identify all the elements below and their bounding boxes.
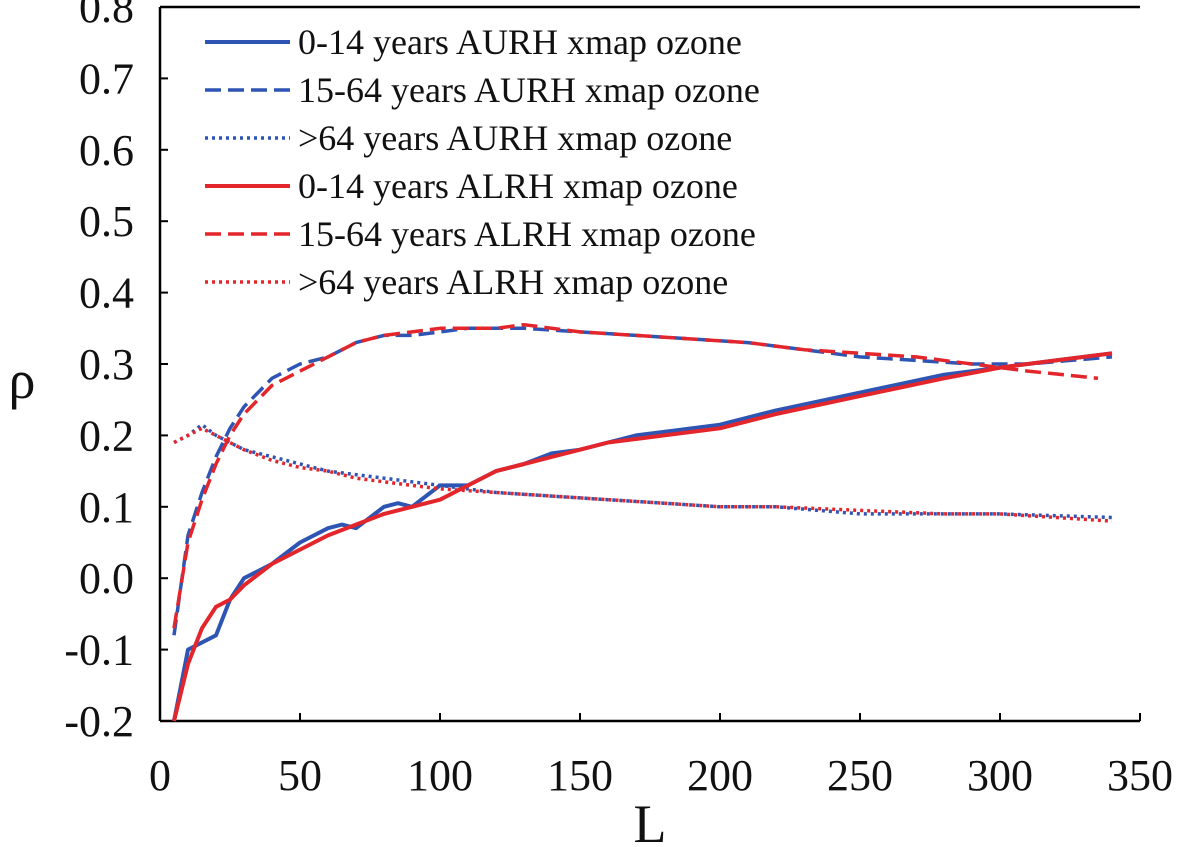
x-tick-label: 150 [547,751,613,800]
legend-label-4: 0-14 years ALRH xmap ozone [298,166,738,206]
series-line-1 [172,351,1113,722]
y-tick-label: 0.4 [79,269,134,318]
y-tick-label: 0.8 [79,0,134,32]
legend: 0-14 years AURH xmap ozone 15-64 years AU… [205,22,760,302]
legend-label-6: >64 years ALRH xmap ozone [298,262,728,302]
series-line-6 [173,426,1113,523]
y-axis-title: ρ [9,350,36,410]
y-tick-label: 0.2 [79,411,134,460]
x-axis-title: L [634,794,667,847]
series-line-2 [172,326,1113,636]
legend-label-5: 15-64 years ALRH xmap ozone [298,214,756,254]
y-tick-label: 0.1 [79,483,134,532]
x-tick-label: 50 [278,751,322,800]
y-axis-ticks: -0.2 -0.1 0.0 0.1 0.2 0.3 0.4 0.5 0.6 0.7 0.8 [64,0,168,746]
series-line-3 [173,422,1113,520]
x-axis-ticks: 0 50 100 150 200 250 300 350 [149,713,1173,800]
y-tick-label: 0.6 [79,126,134,175]
legend-label-3: >64 years AURH xmap ozone [298,118,732,158]
x-tick-label: 0 [149,751,171,800]
legend-label-2: 15-64 years AURH xmap ozone [298,70,760,110]
y-tick-label: 0.5 [79,197,134,246]
legend-label-1: 0-14 years AURH xmap ozone [298,22,742,62]
x-tick-label: 300 [967,751,1033,800]
y-tick-label: 0.7 [79,54,134,103]
series-line-4 [172,351,1113,722]
x-tick-label: 350 [1107,751,1173,800]
series-line-5 [172,322,1099,629]
y-tick-label: -0.2 [64,697,134,746]
series-layer [172,322,1113,722]
y-tick-label: 0.0 [79,554,134,603]
x-tick-label: 100 [407,751,473,800]
y-tick-label: 0.3 [79,340,134,389]
y-tick-label: -0.1 [64,626,134,675]
x-tick-label: 250 [827,751,893,800]
x-tick-label: 200 [687,751,753,800]
